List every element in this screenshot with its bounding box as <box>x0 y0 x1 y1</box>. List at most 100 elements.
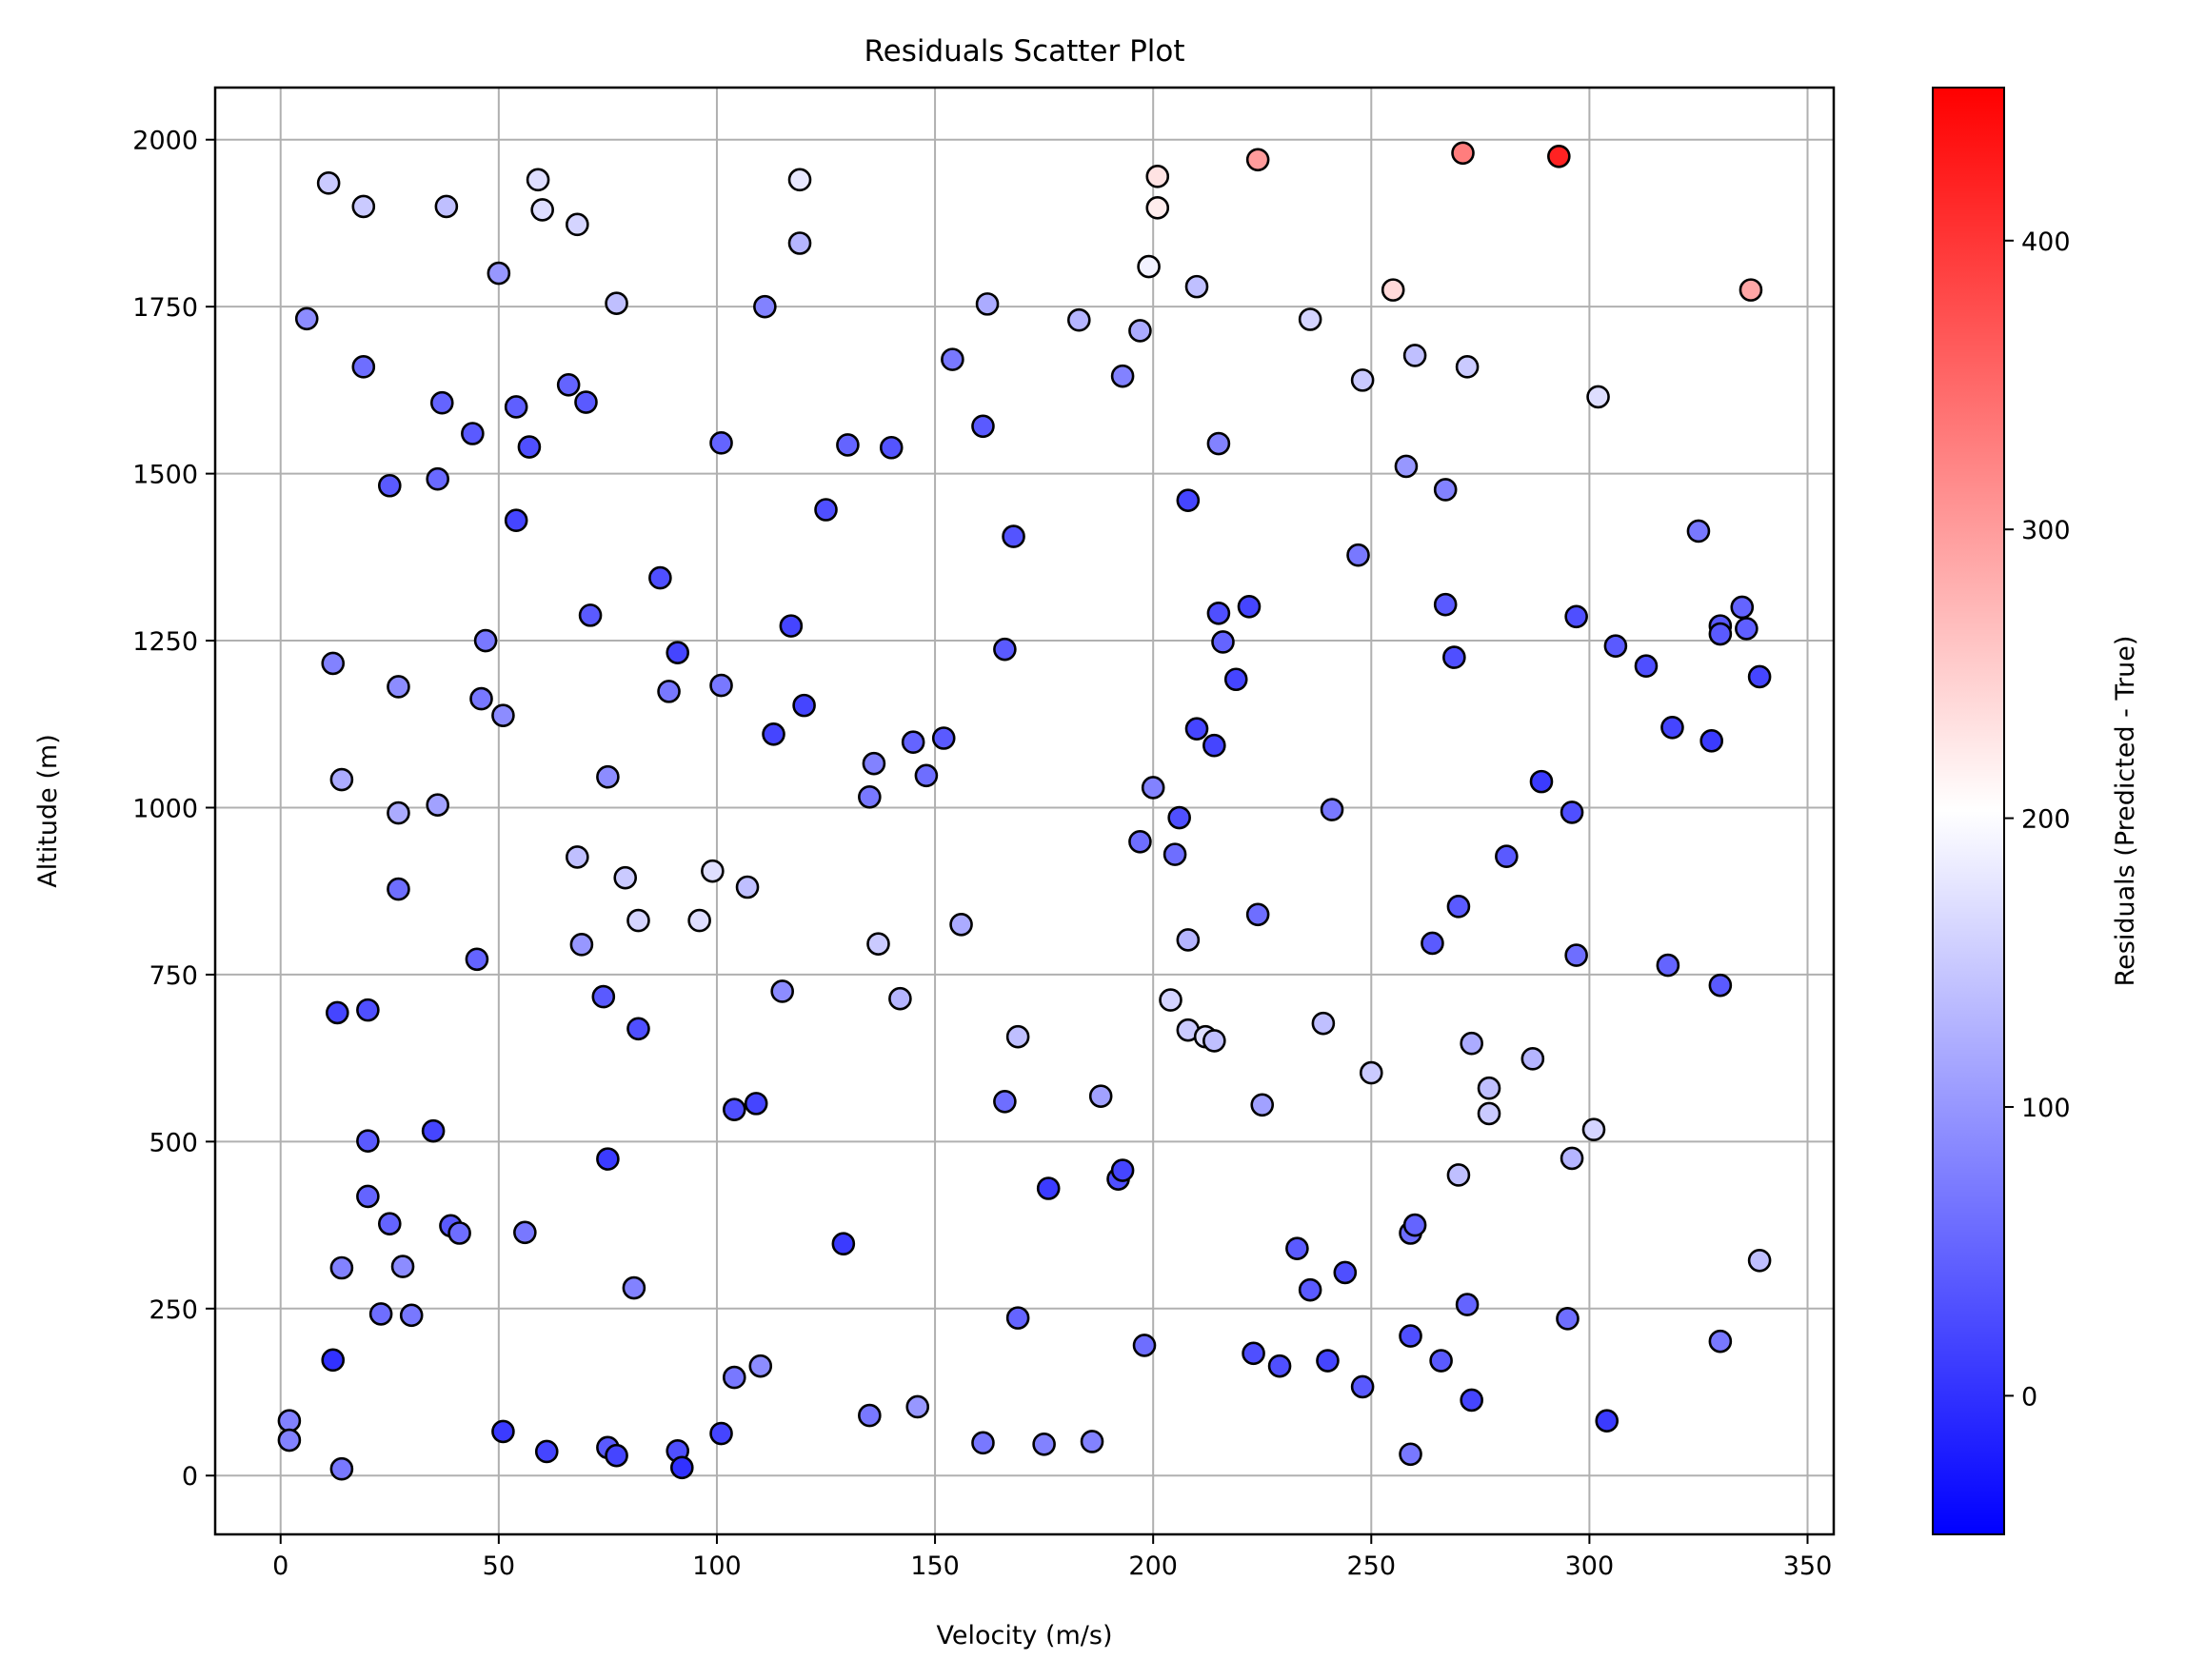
data-point <box>901 730 925 755</box>
data-point <box>329 1456 354 1481</box>
data-point <box>429 390 454 415</box>
data-point <box>387 675 410 699</box>
data-point <box>1381 278 1405 302</box>
data-point <box>1564 943 1588 967</box>
data-point <box>1206 431 1231 456</box>
data-point <box>866 932 890 956</box>
data-point <box>277 1409 302 1433</box>
colorbar-ticks: 0 100 200 300 400 <box>2004 227 2071 1412</box>
data-point <box>1320 798 1344 821</box>
data-point <box>888 986 912 1011</box>
data-point <box>836 433 860 457</box>
data-point <box>905 1394 930 1419</box>
x-tick-label: 250 <box>1347 1552 1397 1581</box>
data-point <box>1132 1334 1157 1357</box>
data-point <box>1316 1349 1340 1373</box>
data-point <box>377 1212 402 1235</box>
data-point <box>321 651 346 676</box>
data-point <box>605 291 628 315</box>
data-point <box>1708 973 1733 998</box>
data-point <box>1250 1093 1275 1117</box>
data-point <box>1237 594 1262 619</box>
data-point <box>1699 729 1723 753</box>
y-axis-ticks: 0 250 500 750 1000 1250 1500 1750 2000 <box>132 127 215 1492</box>
data-point <box>329 767 354 792</box>
data-point <box>1350 1374 1375 1399</box>
data-point <box>1433 592 1458 617</box>
colorbar-tick-label: 200 <box>2021 805 2071 835</box>
data-point <box>1285 1236 1309 1260</box>
data-point <box>1036 1176 1061 1200</box>
data-point <box>626 1017 650 1041</box>
data-point <box>534 1439 559 1464</box>
data-point <box>605 1443 628 1468</box>
data-point <box>356 1184 380 1209</box>
data-point <box>530 198 554 222</box>
data-point <box>1167 805 1191 830</box>
data-point <box>1394 454 1419 479</box>
data-point <box>351 355 376 379</box>
data-point <box>1206 601 1231 625</box>
data-point <box>447 1221 471 1245</box>
x-tick-label: 350 <box>1783 1552 1833 1581</box>
data-point <box>748 1354 773 1378</box>
data-point <box>1595 1409 1620 1433</box>
data-point <box>1223 667 1248 692</box>
data-point <box>1245 902 1270 927</box>
data-point <box>1110 1158 1135 1182</box>
data-point <box>831 1232 856 1256</box>
data-point <box>1005 1024 1030 1049</box>
data-point <box>762 721 785 746</box>
data-point <box>387 877 410 901</box>
data-point <box>993 637 1017 662</box>
data-point <box>368 1302 393 1326</box>
data-point <box>744 1092 768 1116</box>
x-axis-label: Velocity (m/s) <box>936 1621 1112 1650</box>
data-point <box>1477 1101 1501 1126</box>
data-point <box>1311 1011 1336 1036</box>
data-point <box>1184 274 1209 299</box>
data-point <box>1088 1084 1113 1108</box>
data-point <box>504 508 528 533</box>
data-point <box>1730 595 1755 620</box>
data-point <box>1346 543 1370 567</box>
data-point <box>858 1403 882 1428</box>
data-point <box>770 979 794 1003</box>
data-point <box>569 933 594 957</box>
data-point <box>709 673 733 698</box>
data-point <box>1603 634 1628 658</box>
data-point <box>914 763 939 788</box>
data-point <box>356 998 380 1022</box>
data-point <box>329 1255 354 1280</box>
y-tick-label: 1750 <box>132 293 198 323</box>
data-point <box>1184 717 1209 741</box>
colorbar-tick-label: 400 <box>2021 227 2071 257</box>
data-point <box>971 414 995 439</box>
data-point <box>1110 364 1135 388</box>
data-point <box>669 1455 694 1480</box>
data-point <box>1005 1306 1030 1330</box>
y-tick-label: 1250 <box>132 627 198 657</box>
data-point <box>469 686 493 711</box>
data-point <box>1656 953 1680 978</box>
data-point <box>566 845 589 869</box>
data-point <box>1163 842 1187 866</box>
data-point <box>1442 645 1466 669</box>
data-point <box>931 726 956 750</box>
data-point <box>1455 1293 1480 1316</box>
x-tick-label: 0 <box>272 1552 288 1581</box>
data-point <box>1128 319 1152 343</box>
data-point <box>1460 1031 1483 1056</box>
data-point <box>1032 1432 1056 1456</box>
data-point <box>461 422 485 445</box>
data-point <box>1739 278 1763 302</box>
data-point <box>591 984 616 1009</box>
data-point <box>1708 622 1733 646</box>
data-point <box>1245 148 1270 172</box>
data-point <box>574 390 598 414</box>
data-point <box>1159 988 1182 1012</box>
plot-area-frame <box>213 86 1836 1536</box>
data-point <box>596 764 620 789</box>
data-points <box>277 141 1772 1481</box>
